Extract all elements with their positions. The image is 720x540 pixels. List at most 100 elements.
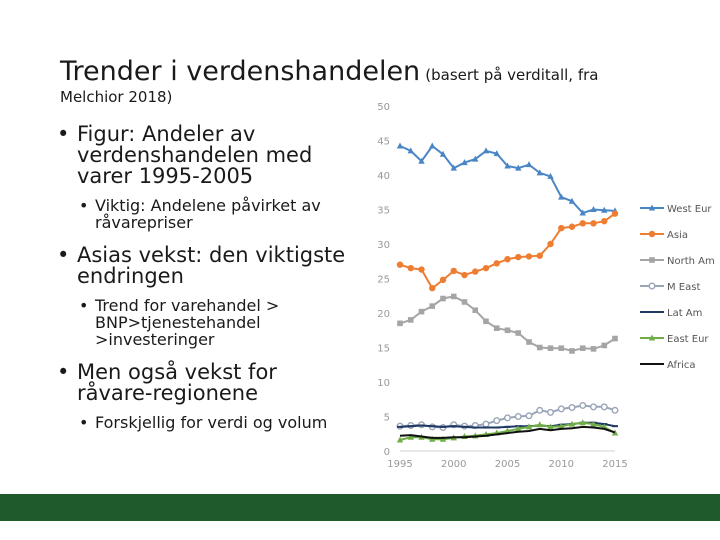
bullet-figure: Figur: Andeler av verdenshandelen med va… [57, 124, 347, 187]
data-point-east-eur [590, 420, 597, 427]
data-point-asia [536, 252, 543, 259]
data-point-east-eur [396, 436, 404, 443]
x-tick-label: 2015 [602, 459, 627, 470]
data-point-west-eur [493, 150, 500, 157]
data-point-m-east [504, 414, 512, 422]
legend-marker-asia [648, 230, 656, 238]
sub-bullet-trend: Trend for varehandel > BNP>tjenestehande… [57, 297, 347, 348]
slide-title-note-cont: Melchior 2018) [60, 88, 173, 106]
data-point-north-am [472, 307, 479, 314]
data-point-west-eur [482, 147, 490, 154]
slide-title: Trender i verdenshandelen (basert på ver… [60, 56, 598, 87]
data-point-m-east [547, 408, 555, 416]
data-point-m-east [536, 406, 544, 414]
data-point-west-eur [590, 206, 597, 212]
x-tick-label: 1995 [387, 459, 412, 470]
data-point-north-am [612, 335, 618, 342]
data-point-north-am [515, 330, 522, 336]
data-point-east-eur [568, 420, 576, 427]
legend-label-m-east: M East [667, 282, 700, 293]
data-point-north-am [397, 320, 403, 327]
data-point-north-am [493, 325, 500, 331]
data-point-west-eur [579, 209, 586, 216]
slide-title-note: (basert på verditall, fra [425, 66, 599, 84]
data-point-m-east [579, 401, 587, 409]
data-point-north-am [504, 327, 511, 334]
data-point-west-eur [439, 150, 447, 157]
data-point-east-eur [515, 425, 522, 432]
sub-bullet-value-volume: Forskjellig for verdi og volum [57, 414, 347, 431]
y-tick-label: 50 [377, 102, 390, 113]
data-point-asia [482, 264, 490, 272]
data-point-asia [547, 240, 554, 248]
footer-bar [0, 494, 720, 521]
series-line-west-eur [399, 144, 616, 215]
data-point-west-eur [601, 206, 608, 213]
data-point-north-am [536, 344, 543, 351]
data-point-north-am [601, 342, 608, 349]
y-tick-label: 45 [377, 137, 390, 148]
data-point-asia [611, 210, 619, 217]
data-point-west-eur [547, 172, 554, 179]
y-tick-label: 0 [384, 447, 390, 458]
legend-marker-west-eur [648, 204, 656, 211]
data-point-east-eur [558, 422, 565, 429]
data-point-west-eur [558, 193, 565, 200]
data-point-north-am [418, 308, 425, 315]
data-point-m-east [482, 420, 490, 428]
data-point-m-east [557, 405, 565, 413]
data-point-asia [601, 218, 608, 225]
data-point-asia [429, 284, 436, 292]
data-point-asia [418, 266, 425, 273]
y-tick-label: 15 [377, 344, 390, 355]
data-point-west-eur [536, 169, 543, 176]
data-point-asia [472, 268, 479, 275]
data-point-west-eur [525, 161, 533, 168]
data-point-north-am [547, 345, 554, 351]
legend-label-africa: Africa [667, 360, 696, 371]
data-point-west-eur [396, 142, 404, 149]
bullet-list: Figur: Andeler av verdenshandelen med va… [57, 124, 347, 441]
legend-label-east-eur: East Eur [667, 334, 709, 345]
data-point-west-eur [472, 155, 479, 162]
data-point-east-eur [407, 433, 414, 440]
data-point-north-am [429, 303, 436, 309]
data-point-asia [579, 220, 586, 227]
sub-bullet-prices: Viktig: Andelene påvirket av råvareprise… [57, 197, 347, 231]
legend-marker-m-east [648, 282, 656, 290]
data-point-m-east [568, 404, 576, 412]
data-point-m-east [611, 406, 619, 414]
data-point-east-eur [525, 423, 533, 430]
data-point-asia [558, 224, 565, 232]
data-point-north-am [407, 317, 414, 323]
data-point-north-am [440, 295, 446, 302]
data-point-north-am [569, 348, 575, 354]
legend-label-asia: Asia [667, 230, 688, 241]
data-point-west-eur [407, 147, 414, 154]
series-line-africa [399, 425, 616, 439]
x-tick-label: 2000 [441, 459, 466, 470]
data-point-west-eur [429, 142, 436, 149]
y-tick-label: 40 [377, 171, 390, 182]
data-point-north-am [590, 346, 597, 352]
data-point-east-eur [611, 429, 619, 436]
data-point-m-east [590, 403, 598, 411]
data-point-east-eur [536, 421, 543, 428]
data-point-asia [461, 271, 468, 279]
bullet-asia: Asias vekst: den viktigste endringen [57, 245, 347, 287]
legend-label-lat-am: Lat Am [667, 308, 702, 319]
data-point-asia [396, 261, 404, 268]
data-point-asia [450, 267, 457, 275]
data-point-west-eur [504, 162, 511, 169]
data-point-north-am [483, 318, 489, 325]
data-point-west-eur [418, 157, 425, 164]
legend-marker-north-am [649, 257, 655, 263]
data-point-north-am [450, 293, 457, 300]
data-point-asia [568, 223, 576, 230]
data-point-m-east [514, 413, 522, 421]
y-tick-label: 35 [377, 206, 390, 217]
legend-label-west-eur: West Eur [667, 204, 712, 215]
data-point-west-eur [461, 159, 468, 166]
data-point-north-am [461, 299, 468, 305]
data-point-north-am [579, 345, 586, 351]
